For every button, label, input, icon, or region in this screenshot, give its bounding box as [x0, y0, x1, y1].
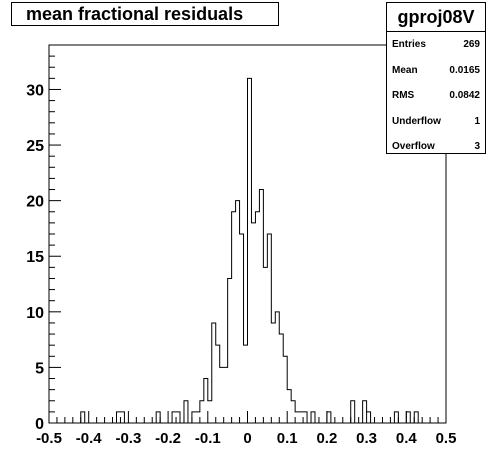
x-tick-label: 0.2: [316, 430, 337, 447]
y-tick-label: 5: [35, 360, 44, 377]
stats-row-entries: Entries 269: [387, 32, 485, 58]
histogram-bin: [208, 401, 212, 423]
histogram-bin: [240, 234, 244, 423]
histogram-outline: [80, 77, 419, 423]
stats-value: 0.0165: [449, 64, 480, 76]
histogram-bin: [363, 401, 367, 423]
histogram-bin: [200, 401, 204, 423]
histogram-bin: [232, 212, 236, 423]
histogram-bin: [255, 212, 259, 423]
y-tick-label: 10: [26, 305, 44, 322]
histogram-bin: [116, 412, 120, 423]
histogram-bin: [204, 379, 208, 423]
y-tick-label: 0: [35, 416, 44, 433]
stats-row-underflow: Underflow 1: [387, 109, 485, 135]
histogram-bin: [251, 223, 255, 423]
stats-histogram-name: gproj08V: [387, 3, 485, 32]
histogram-bin: [81, 412, 85, 423]
histogram-bin: [279, 334, 283, 423]
x-tick-label: -0.4: [76, 430, 103, 447]
y-tick-label: 20: [26, 194, 44, 211]
histogram-bin: [275, 312, 279, 423]
stats-row-mean: Mean 0.0165: [387, 58, 485, 84]
histogram-bin: [311, 412, 315, 423]
stats-value: 1: [474, 115, 480, 127]
x-tick-label: 0.1: [277, 430, 298, 447]
stats-label: Entries: [392, 39, 426, 50]
stats-box: gproj08V Entries 269 Mean 0.0165 RMS 0.0…: [386, 2, 486, 154]
histogram-bin: [287, 390, 291, 423]
stats-row-overflow: Overflow 3: [387, 134, 485, 160]
stats-label: Overflow: [392, 141, 435, 152]
histogram-bin: [220, 367, 224, 423]
histogram-bin: [172, 412, 176, 423]
stats-label: Mean: [392, 64, 418, 76]
histogram-bin: [267, 234, 271, 423]
histogram-bin: [192, 412, 196, 423]
histogram-bin: [299, 412, 303, 423]
histogram-bin: [184, 401, 188, 423]
x-tick-label: 0: [243, 430, 251, 447]
histogram-bin: [236, 201, 240, 423]
y-tick-label: 30: [26, 82, 44, 99]
histogram-bin: [224, 367, 228, 423]
stats-value: 3: [474, 141, 480, 152]
stats-value: 269: [463, 39, 480, 50]
histogram-bin: [196, 412, 200, 423]
histogram-bin: [244, 345, 248, 423]
axis-layer: -0.5 -0.4 -0.3 -0.2 -0.1 0 0.1 0.2 0.3 0.4 0.5 0 5 10…: [26, 44, 457, 447]
histogram-bin: [120, 412, 124, 423]
histogram-bin: [248, 78, 252, 423]
y-tick-label: 25: [26, 138, 44, 155]
histogram-bin: [271, 323, 275, 423]
histogram-bin: [414, 412, 418, 423]
histogram-bin: [263, 267, 267, 423]
histogram-bin: [303, 412, 307, 423]
histogram-bin: [156, 412, 160, 423]
histogram-bin: [295, 412, 299, 423]
histogram-bin: [259, 190, 263, 423]
x-tick-label: -0.5: [36, 430, 62, 447]
histogram-bin: [351, 401, 355, 423]
histogram-bin: [406, 412, 410, 423]
histogram-bin: [327, 412, 331, 423]
x-tick-label: 0.5: [436, 430, 457, 447]
histogram-bin: [212, 323, 216, 423]
histogram-bin: [367, 412, 371, 423]
x-tick-label: -0.3: [115, 430, 141, 447]
histogram-bin: [228, 278, 232, 423]
chart-title: mean fractional residuals: [11, 2, 279, 26]
x-tick-label: -0.2: [155, 430, 181, 447]
histogram-bin: [216, 345, 220, 423]
histogram-bin: [176, 412, 180, 423]
stats-row-rms: RMS 0.0842: [387, 83, 485, 109]
histogram-bin: [394, 412, 398, 423]
histogram-layer: [80, 77, 419, 423]
x-tick-label: 0.3: [356, 430, 377, 447]
x-tick-label: -0.1: [195, 430, 221, 447]
y-tick-label: 15: [26, 249, 44, 266]
histogram-bin: [291, 401, 295, 423]
histogram-bin: [283, 356, 287, 423]
stats-value: 0.0842: [449, 90, 480, 101]
x-tick-label: 0.4: [396, 430, 418, 447]
stats-label: Underflow: [392, 115, 441, 127]
stats-label: RMS: [392, 90, 415, 101]
